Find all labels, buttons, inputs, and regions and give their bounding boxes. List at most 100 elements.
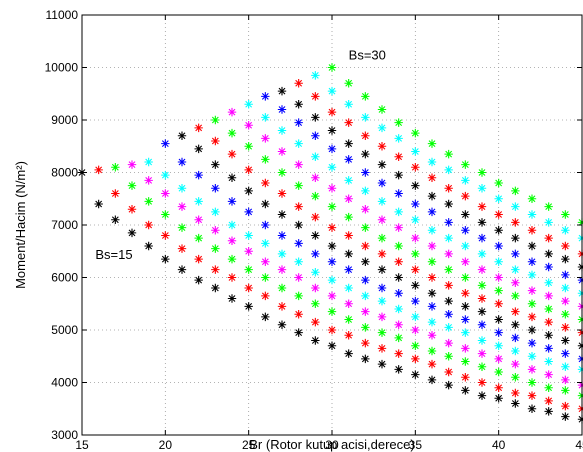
data-point bbox=[444, 323, 453, 332]
data-point bbox=[177, 184, 187, 193]
data-point bbox=[327, 275, 337, 285]
annotation-label: Bs=15 bbox=[95, 247, 132, 262]
data-point bbox=[461, 315, 470, 324]
data-point bbox=[361, 113, 370, 122]
data-point bbox=[561, 210, 570, 219]
data-point bbox=[561, 401, 570, 411]
data-point bbox=[511, 186, 520, 196]
data-point bbox=[461, 302, 470, 311]
data-point bbox=[244, 207, 253, 217]
data-point bbox=[461, 357, 470, 366]
data-point bbox=[511, 388, 520, 398]
data-point bbox=[561, 226, 570, 235]
data-point bbox=[227, 107, 237, 117]
data-point bbox=[177, 265, 187, 274]
data-point bbox=[94, 199, 103, 209]
data-point bbox=[561, 296, 570, 306]
data-point bbox=[194, 233, 203, 243]
data-point bbox=[394, 170, 403, 180]
data-point bbox=[544, 331, 553, 340]
data-point bbox=[127, 205, 137, 214]
data-point bbox=[144, 157, 153, 167]
data-point bbox=[427, 331, 437, 340]
x-tick-label: 30 bbox=[325, 438, 339, 452]
data-point bbox=[377, 296, 387, 306]
data-point bbox=[527, 404, 537, 413]
data-point bbox=[527, 257, 537, 266]
data-point bbox=[461, 386, 470, 395]
data-point bbox=[394, 189, 403, 198]
data-point bbox=[461, 328, 470, 337]
data-point bbox=[527, 378, 537, 387]
data-point bbox=[477, 391, 487, 400]
data-point bbox=[511, 307, 520, 316]
data-point bbox=[211, 160, 220, 169]
data-point bbox=[444, 184, 453, 193]
data-point bbox=[561, 241, 570, 251]
data-point bbox=[244, 302, 253, 311]
series-Bs=19 bbox=[144, 157, 583, 374]
data-point bbox=[444, 281, 453, 290]
data-point bbox=[277, 147, 287, 156]
series-Bs=16 bbox=[94, 165, 583, 413]
data-points bbox=[77, 63, 583, 424]
data-point bbox=[211, 283, 220, 293]
data-point bbox=[477, 349, 487, 358]
x-tick-label: 35 bbox=[409, 438, 423, 452]
y-tick-label: 4000 bbox=[51, 376, 78, 390]
data-point bbox=[244, 265, 253, 274]
data-point bbox=[211, 136, 220, 146]
data-point bbox=[327, 291, 337, 301]
data-point bbox=[327, 126, 337, 135]
data-point bbox=[444, 249, 453, 259]
data-point bbox=[461, 344, 470, 353]
data-point bbox=[311, 268, 320, 277]
data-point bbox=[444, 296, 453, 306]
data-point bbox=[494, 226, 503, 235]
data-point bbox=[361, 275, 370, 285]
data-point bbox=[244, 186, 253, 196]
data-point bbox=[411, 128, 420, 138]
series-Bs=22 bbox=[194, 123, 583, 337]
data-point bbox=[194, 254, 203, 264]
data-point bbox=[344, 231, 353, 240]
data-point bbox=[111, 189, 120, 198]
series-Bs=18 bbox=[127, 160, 583, 390]
data-point bbox=[344, 299, 353, 308]
data-point bbox=[111, 215, 120, 224]
data-point bbox=[327, 307, 337, 316]
data-point bbox=[294, 202, 303, 211]
data-point bbox=[561, 283, 570, 293]
data-point bbox=[427, 191, 437, 201]
data-point bbox=[244, 247, 253, 256]
data-point bbox=[511, 278, 520, 287]
x-tick-label: 25 bbox=[242, 438, 256, 452]
data-point bbox=[527, 270, 537, 280]
x-tick-label: 45 bbox=[575, 438, 583, 452]
data-point bbox=[227, 236, 237, 245]
data-point bbox=[361, 354, 370, 364]
data-point bbox=[361, 223, 370, 232]
data-point bbox=[177, 131, 187, 140]
data-point bbox=[361, 168, 370, 177]
data-point bbox=[277, 168, 287, 177]
data-point bbox=[494, 210, 503, 219]
data-point bbox=[444, 218, 453, 227]
data-point bbox=[344, 331, 353, 340]
y-axis-label: Moment/Hacim (N/m²) bbox=[13, 161, 28, 289]
data-point bbox=[561, 362, 570, 371]
data-point bbox=[377, 160, 387, 169]
data-point bbox=[277, 302, 287, 311]
data-point bbox=[361, 131, 370, 140]
data-point bbox=[277, 210, 287, 219]
data-point bbox=[261, 113, 270, 122]
data-point bbox=[294, 160, 303, 169]
data-point bbox=[294, 239, 303, 248]
y-tick-label: 3000 bbox=[51, 428, 78, 442]
series-Bs=29 bbox=[311, 71, 583, 243]
data-point bbox=[277, 189, 287, 198]
data-point bbox=[277, 265, 287, 274]
data-point bbox=[444, 310, 453, 319]
data-point bbox=[461, 273, 470, 282]
data-point bbox=[277, 105, 287, 114]
